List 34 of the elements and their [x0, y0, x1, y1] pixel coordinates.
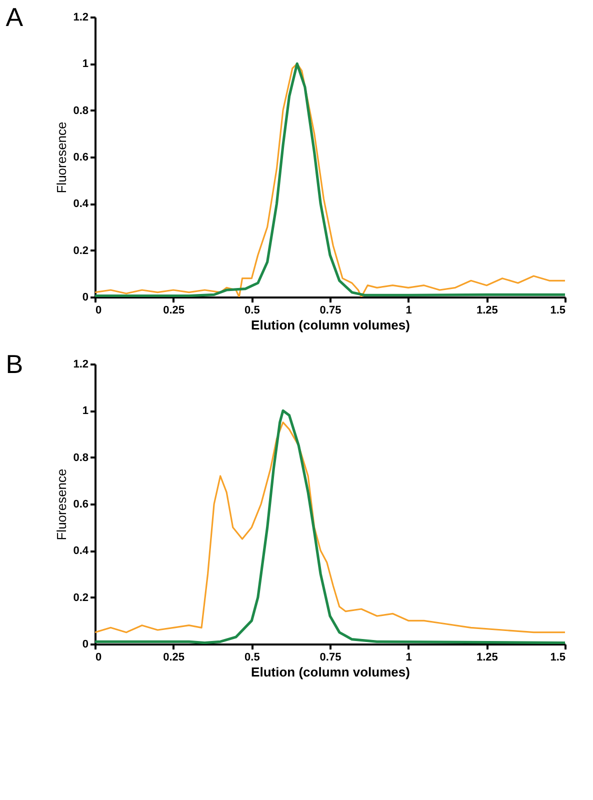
- x-tick-label: 0: [96, 304, 102, 316]
- y-tick-label: 0.8: [73, 452, 88, 464]
- x-tick-label: 0.75: [320, 304, 342, 316]
- y-tick-label: 0.6: [73, 498, 88, 510]
- x-tick-label: 0.75: [320, 652, 342, 664]
- x-tick-label: 1: [406, 652, 412, 664]
- y-tick-label: 1: [82, 405, 88, 418]
- y-tick-label: 1.2: [73, 358, 88, 370]
- y-tick-label: 0.4: [73, 545, 90, 558]
- x-tick-label: 1.25: [476, 304, 498, 316]
- y-tick-label: 0.4: [73, 198, 90, 210]
- y-tick-label: 0.8: [73, 104, 88, 117]
- x-tick-label: 0.25: [163, 304, 185, 316]
- x-tick-label: 1.5: [550, 652, 566, 664]
- chart-title: B: [6, 349, 24, 379]
- x-tick-label: 0: [96, 652, 102, 664]
- y-tick-label: 0.2: [73, 592, 88, 604]
- x-axis-title: Elution (column volumes): [251, 318, 410, 332]
- y-axis-title: Fluoresence: [54, 468, 70, 540]
- x-axis-title: Elution (column volumes): [251, 664, 410, 680]
- x-tick-label: 1.5: [550, 304, 566, 316]
- x-tick-label: 1.25: [476, 652, 498, 664]
- y-tick-label: 1: [82, 58, 88, 70]
- x-tick-label: 0.5: [244, 652, 260, 664]
- y-tick-label: 0: [82, 638, 88, 650]
- chart-title: A: [6, 2, 24, 32]
- y-tick-label: 1.2: [73, 12, 88, 24]
- x-tick-label: 0.25: [163, 652, 185, 664]
- y-tick-label: 0.6: [73, 152, 88, 164]
- y-tick-label: 0.2: [73, 244, 88, 257]
- x-tick-label: 1: [406, 304, 412, 316]
- y-axis-title: Fluoresence: [54, 122, 70, 194]
- y-tick-label: 0: [82, 292, 88, 304]
- x-tick-label: 0.5: [244, 304, 260, 316]
